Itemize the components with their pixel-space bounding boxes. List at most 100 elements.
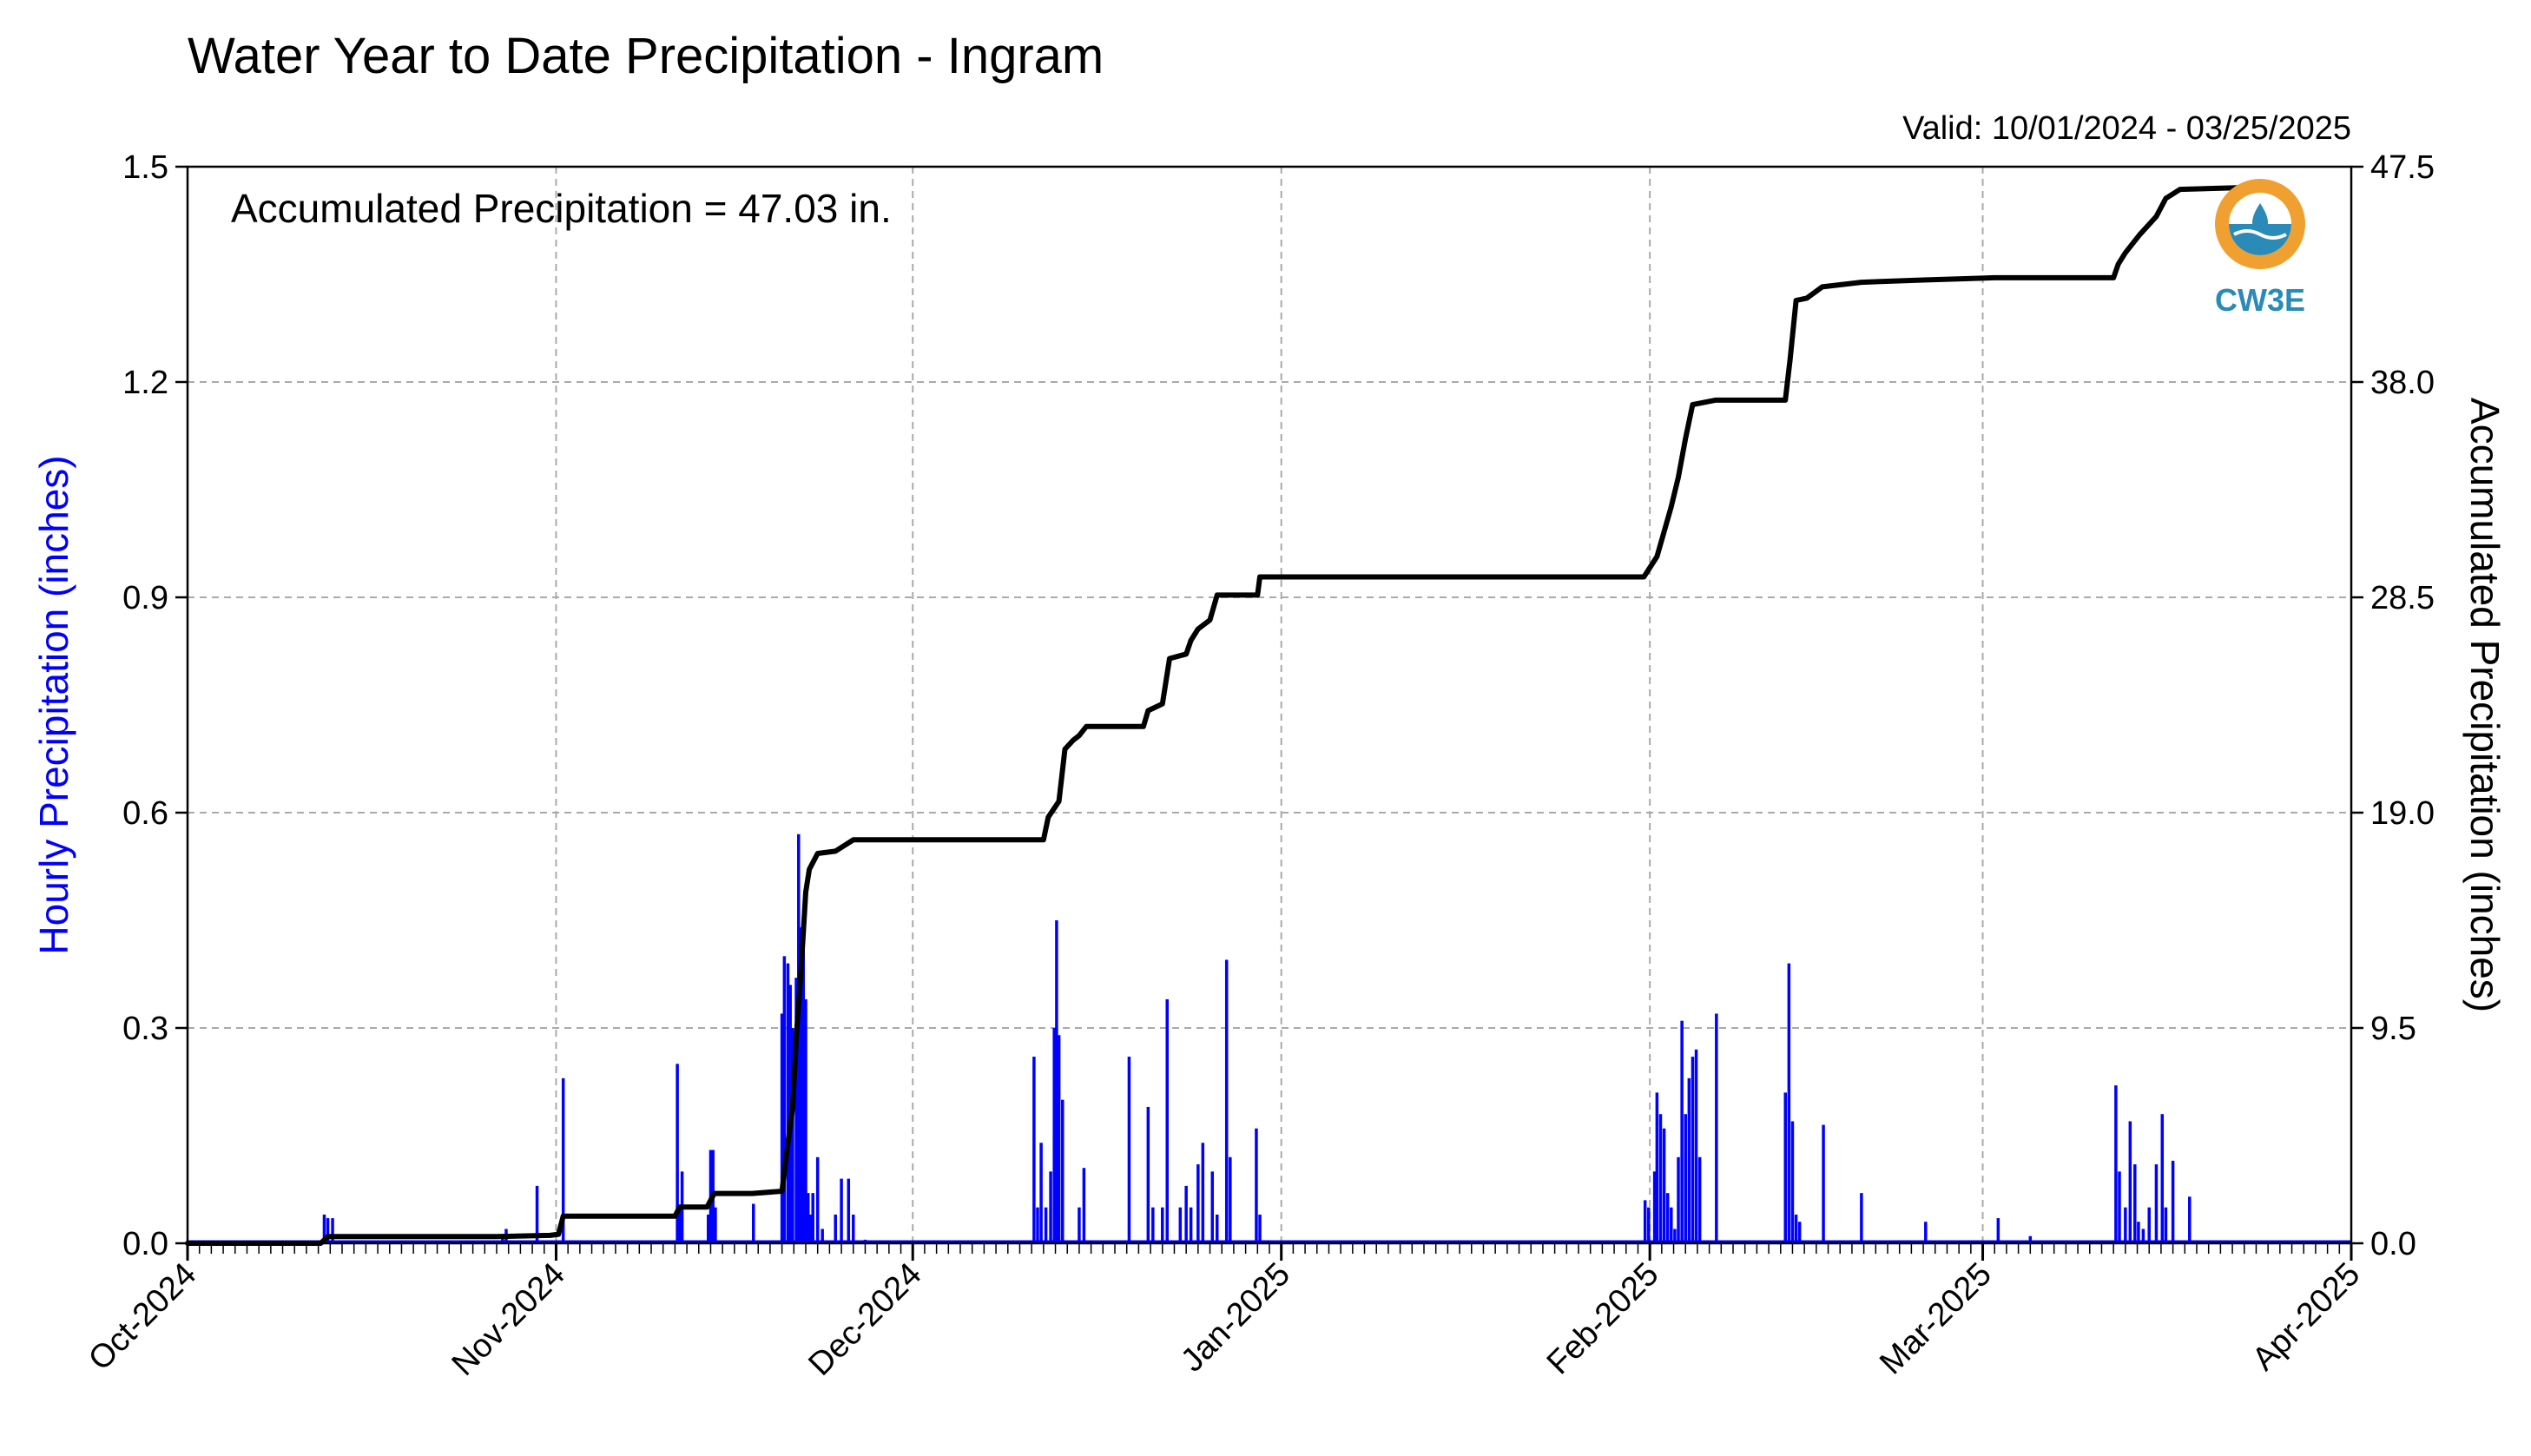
chart-title: Water Year to Date Precipitation - Ingra…: [188, 28, 1104, 84]
hourly-bar: [1680, 1020, 1684, 1243]
hourly-bar: [1687, 1077, 1691, 1243]
hourly-bar: [1178, 1207, 1183, 1243]
hourly-bar: [1652, 1171, 1657, 1243]
hourly-bar: [1061, 1099, 1064, 1243]
hourly-bar: [714, 1207, 717, 1243]
hourly-bar: [1691, 1057, 1695, 1243]
hourly-bar: [1996, 1218, 2000, 1243]
hourly-bar: [1255, 1128, 1258, 1243]
hourly-bar: [1224, 959, 1229, 1243]
hourly-bar: [2154, 1164, 2159, 1243]
grid: [188, 167, 2351, 1243]
y-tick-label-left: 0.9: [122, 580, 168, 616]
hourly-bar: [1184, 1185, 1188, 1243]
hourly-bar: [834, 1214, 837, 1243]
hourly-bar: [1082, 1168, 1086, 1243]
y-tick-label-right: 28.5: [2370, 580, 2435, 616]
hourly-bar: [676, 1064, 679, 1243]
hourly-bar: [1658, 1114, 1663, 1243]
hourly-bar: [2133, 1164, 2137, 1243]
logo-wave: [2233, 229, 2287, 240]
hourly-bar: [1057, 1035, 1061, 1243]
hourly-bar: [1647, 1207, 1651, 1243]
hourly-bar: [1924, 1222, 1928, 1243]
y-tick-label-left: 1.5: [122, 149, 168, 186]
hourly-bar: [2160, 1114, 2165, 1243]
hourly-bar: [1860, 1193, 1863, 1243]
hourly-bar: [811, 1193, 814, 1243]
hourly-bar: [535, 1185, 539, 1243]
hourly-bar: [1210, 1171, 1215, 1243]
hourly-bar: [1677, 1156, 1680, 1243]
y-tick-label-left: 0.3: [122, 1011, 168, 1047]
logo-drop-icon: [2252, 203, 2268, 231]
hourly-bar: [1694, 1049, 1698, 1243]
hourly-bar: [804, 998, 807, 1243]
y-tick-label-right: 0.0: [2370, 1226, 2416, 1262]
hourly-bar: [1127, 1057, 1131, 1243]
y-tick-label-left: 0.6: [122, 795, 168, 832]
hourly-bar: [1229, 1156, 1232, 1243]
hourly-bar: [2141, 1229, 2145, 1243]
logo-text: CW3E: [2215, 282, 2305, 318]
y-axis-left-label: Hourly Precipitation (inches): [31, 455, 76, 954]
hourly-bar: [1797, 1222, 1802, 1243]
hourly-bar: [1039, 1143, 1043, 1243]
hourly-bar: [806, 1193, 810, 1243]
hourly-bar: [752, 1203, 755, 1243]
hourly-bar: [2128, 1121, 2132, 1243]
hourly-bar: [1189, 1207, 1193, 1243]
hourly-bar: [1049, 1171, 1052, 1243]
hourly-bar: [782, 956, 787, 1243]
hourly-bar: [2164, 1207, 2168, 1243]
hourly-bar: [1216, 1214, 1219, 1243]
hourly-bar: [326, 1218, 330, 1243]
y-tick-label-right: 9.5: [2370, 1011, 2416, 1047]
y-tick-label-left: 0.0: [122, 1226, 168, 1262]
hourly-bar: [808, 1214, 813, 1243]
hourly-bar: [1697, 1156, 1702, 1243]
hourly-bar: [1258, 1214, 1262, 1243]
hourly-bar: [852, 1214, 855, 1243]
hourly-bar: [1794, 1214, 1798, 1243]
hourly-bar: [2118, 1171, 2121, 1243]
hourly-bar: [821, 1229, 824, 1243]
hourly-bar: [1151, 1207, 1155, 1243]
hourly-bar: [2114, 1085, 2118, 1243]
hourly-bar: [1655, 1092, 1659, 1243]
hourly-bar: [2137, 1222, 2140, 1243]
hourly-bar: [801, 949, 806, 1243]
hourly-bar: [561, 1077, 565, 1243]
hourly-bar: [322, 1214, 326, 1243]
hourly-bar: [2147, 1207, 2151, 1243]
hourly-bar: [1670, 1207, 1673, 1243]
y-tick-label-right: 19.0: [2370, 795, 2435, 832]
hourly-bar: [1673, 1229, 1677, 1243]
hourly-bar: [840, 1178, 843, 1243]
hourly-bar: [1201, 1143, 1205, 1243]
hourly-bar: [1044, 1207, 1048, 1243]
hourly-bar: [1161, 1207, 1164, 1243]
hourly-bar: [1783, 1092, 1787, 1243]
y-tick-label-right: 38.0: [2370, 365, 2435, 401]
hourly-bar: [1787, 963, 1791, 1243]
hourly-bar: [331, 1218, 334, 1243]
hourly-bar: [847, 1178, 851, 1243]
hourly-bar: [1036, 1207, 1039, 1243]
hourly-bar: [2028, 1235, 2033, 1243]
cw3e-logo: CW3E: [2215, 179, 2305, 318]
y-tick-label-right: 47.5: [2370, 149, 2435, 186]
hourly-bar: [1665, 1193, 1670, 1243]
hourly-bar: [1052, 1028, 1056, 1243]
hourly-bar: [1684, 1114, 1687, 1243]
hourly-bar: [1146, 1106, 1150, 1243]
accumulated-total-annotation: Accumulated Precipitation = 47.03 in.: [231, 186, 892, 231]
hourly-bar: [815, 1156, 820, 1243]
hourly-bar: [794, 978, 798, 1243]
hourly-bar: [1643, 1200, 1647, 1243]
hourly-bar: [2124, 1207, 2127, 1243]
hourly-bar: [1032, 1057, 1036, 1243]
hourly-bar: [1822, 1124, 1825, 1243]
hourly-bar: [780, 1013, 784, 1243]
